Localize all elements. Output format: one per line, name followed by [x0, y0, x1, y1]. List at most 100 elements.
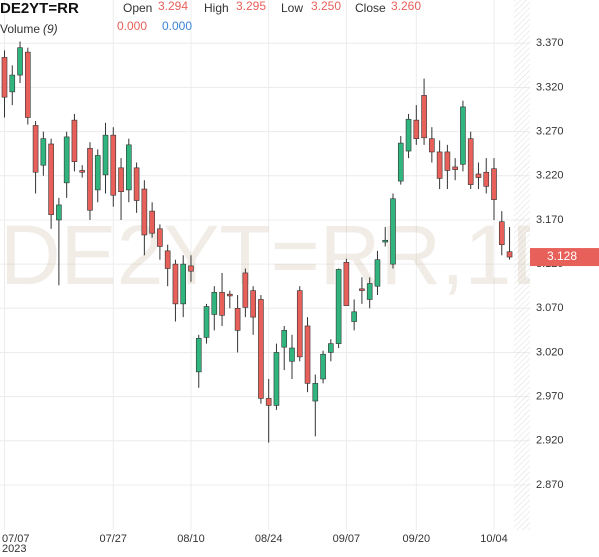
candle-body [40, 138, 47, 166]
candle-body [351, 311, 357, 322]
close-label: Close [355, 1, 386, 15]
candle-body [157, 228, 163, 247]
candle-body [296, 290, 303, 358]
candle-body [421, 95, 427, 139]
candle-body [289, 347, 295, 362]
candle-body [172, 263, 179, 305]
candle-body [281, 330, 288, 348]
candle-body [250, 290, 256, 318]
y-tick-label: 2.970 [536, 391, 564, 403]
candle-body [203, 306, 210, 338]
x-tick-label: 07/27 [100, 533, 128, 545]
candle-body [335, 269, 342, 344]
x-tick-label: 07/07 [2, 533, 30, 545]
candle-body [328, 343, 334, 353]
year-label: 2023 [2, 543, 26, 555]
candle-body [133, 167, 140, 201]
y-tick-label: 3.370 [536, 37, 564, 49]
candle-body [460, 106, 466, 165]
low-label: Low [281, 1, 303, 15]
candle-body [273, 352, 280, 406]
symbol: DE2YT=RR [0, 0, 79, 17]
volume-value: 0.000 [162, 19, 192, 33]
y-tick-label: 3.170 [536, 214, 564, 226]
candle-body [94, 155, 101, 191]
candle-body [475, 173, 482, 178]
open-label: Open [123, 1, 152, 15]
candle-body [467, 138, 474, 185]
candle-body [211, 292, 218, 315]
candle-body [343, 262, 350, 306]
volume-value: 0.000 [117, 19, 147, 33]
y-tick-label: 2.870 [536, 479, 564, 491]
candle-body [180, 263, 187, 305]
x-tick-label: 10/04 [480, 533, 508, 545]
x-tick-label: 08/24 [255, 533, 283, 545]
candle-body [164, 250, 171, 269]
candle-body [320, 353, 326, 380]
candle-body [234, 307, 241, 331]
high-label: High [204, 1, 229, 15]
low-value: 3.250 [311, 0, 341, 13]
candles [1, 41, 513, 443]
future-area [514, 0, 530, 530]
candle-body [312, 383, 319, 402]
open-value: 3.294 [158, 0, 188, 13]
candle-body [9, 74, 16, 93]
candle-body [79, 170, 85, 173]
candle-body [56, 204, 62, 221]
candle-body [25, 51, 31, 118]
candle-body [126, 144, 132, 191]
y-tick-label: 3.320 [536, 81, 564, 93]
volume-period: (9) [43, 22, 58, 36]
candle-body [1, 57, 8, 98]
candle-body [265, 398, 272, 406]
candle-body [71, 119, 78, 162]
volume-label: Volume [0, 22, 40, 36]
candle-body [405, 118, 412, 152]
x-tick-label: 08/10 [177, 533, 205, 545]
last-price-tag [530, 248, 599, 267]
candle-body [227, 293, 233, 297]
candle-body [258, 299, 264, 399]
candle-body [491, 168, 497, 200]
candle-body [366, 283, 373, 300]
axis-background [530, 0, 599, 557]
y-tick-label: 3.220 [536, 170, 564, 182]
y-tick-label: 3.020 [536, 346, 564, 358]
candle-body [17, 47, 23, 76]
candle-body [483, 171, 490, 187]
candle-body [429, 138, 435, 153]
candle-body [118, 167, 124, 192]
watermark: DE2YT=RR,1D [0, 208, 572, 302]
candle-body [374, 259, 381, 287]
candle-body [102, 134, 109, 176]
candle-body [141, 188, 148, 236]
last-price-label: 3.128 [547, 249, 577, 263]
candle-body [63, 136, 70, 184]
candle-body [413, 119, 420, 139]
candle-body [87, 148, 93, 211]
candle-body [452, 166, 458, 170]
candle-body [444, 151, 451, 171]
y-tick-label: 2.920 [536, 435, 564, 447]
candle-body [110, 134, 117, 196]
candle-body [506, 251, 513, 258]
candle-body [382, 239, 389, 243]
candle-body [219, 292, 225, 316]
close-value: 3.260 [391, 0, 421, 13]
candle-body [32, 125, 39, 173]
candle-body [195, 338, 202, 373]
candle-body [397, 142, 404, 182]
high-value: 3.295 [236, 0, 266, 13]
candle-body [498, 221, 505, 245]
candle-body [436, 151, 443, 179]
candle-body [188, 265, 194, 272]
candle-body [242, 272, 249, 308]
candle-body [48, 143, 54, 215]
y-tick-label: 3.070 [536, 302, 564, 314]
